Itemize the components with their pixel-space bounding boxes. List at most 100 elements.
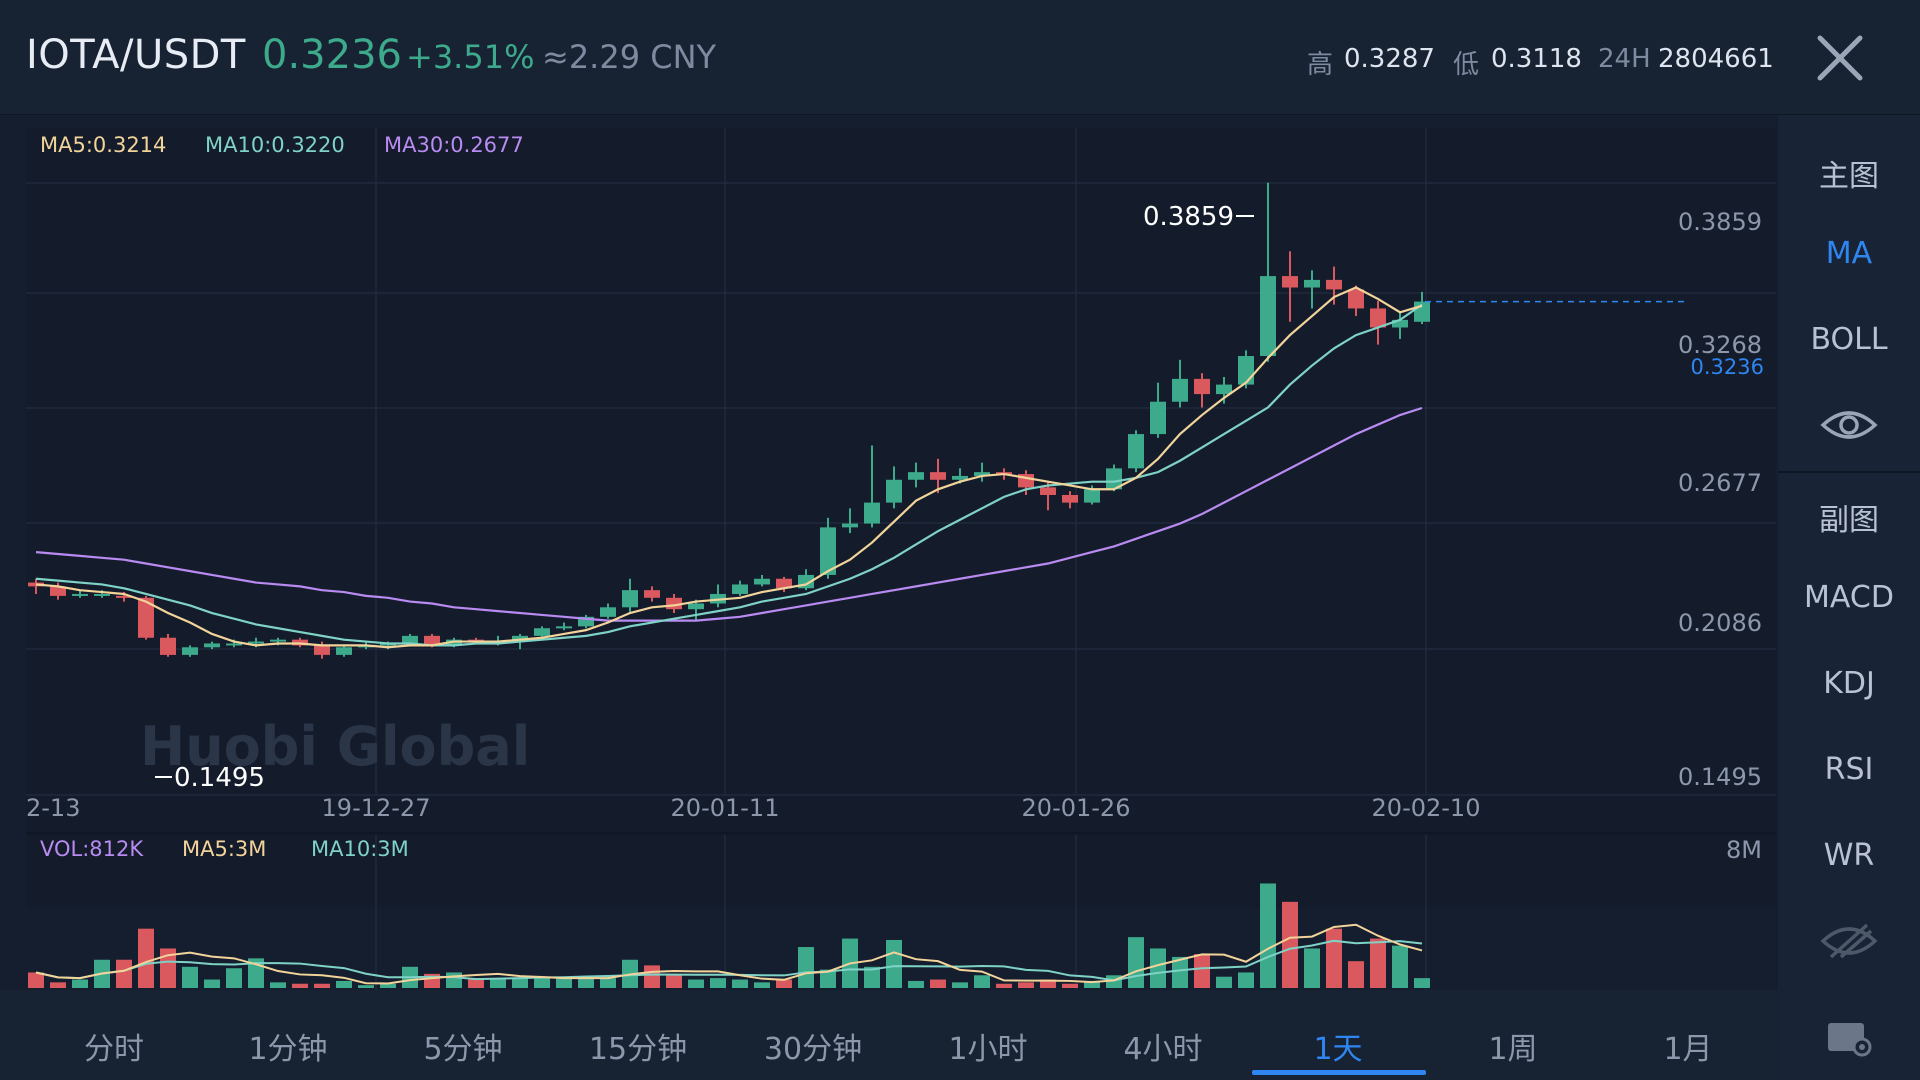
candle-body bbox=[1062, 494, 1078, 503]
close-button[interactable] bbox=[1810, 28, 1870, 88]
candle-body bbox=[1392, 319, 1408, 328]
kline-chart[interactable]: Huobi Global MA5:0.3214 MA10:0.3220 MA30… bbox=[0, 115, 1778, 990]
candle-body bbox=[28, 582, 44, 587]
volume-bar bbox=[292, 983, 308, 988]
candle-body bbox=[556, 626, 572, 629]
candle-body bbox=[930, 472, 946, 480]
ma5-line bbox=[35, 286, 1423, 649]
low-value: 0.3118 bbox=[1491, 44, 1582, 74]
volume-bar bbox=[160, 948, 176, 988]
candle-body bbox=[226, 643, 242, 646]
timeframe-tab[interactable]: 1月 bbox=[1663, 1032, 1713, 1067]
candle-body bbox=[666, 597, 682, 610]
candle-body bbox=[952, 475, 968, 480]
timeframe-tab[interactable]: 1小时 bbox=[948, 1032, 1028, 1067]
volume-bar bbox=[490, 978, 506, 988]
candle-body bbox=[270, 639, 286, 642]
candle-body bbox=[116, 595, 132, 598]
volume-bar bbox=[1172, 956, 1188, 988]
candle-body bbox=[974, 472, 990, 476]
sub-chart-label: 副图 bbox=[1819, 503, 1879, 538]
timeframe-tab[interactable]: 30分钟 bbox=[763, 1032, 863, 1067]
candle-body bbox=[732, 584, 748, 594]
volume-bar bbox=[270, 982, 286, 988]
ma-legend: MA5:0.3214 MA10:0.3220 MA30:0.2677 bbox=[40, 133, 524, 157]
timeframe-bar bbox=[0, 990, 1778, 1080]
vol-ma10-legend: MA10:3M bbox=[311, 837, 409, 861]
trading-pair[interactable]: IOTA/USDT bbox=[26, 32, 246, 78]
candle-body bbox=[402, 635, 418, 644]
last-price: 0.3236 bbox=[262, 32, 402, 78]
indicator-kdj[interactable]: KDJ bbox=[1823, 666, 1875, 701]
active-tab-indicator bbox=[1252, 1070, 1426, 1075]
volume-bar bbox=[886, 939, 902, 988]
volume-bar bbox=[1062, 983, 1078, 988]
date-axis: 2-13 19-12-27 20-01-11 20-01-26 20-02-10 bbox=[26, 794, 1480, 822]
volume-bar bbox=[578, 978, 594, 988]
indicator-wr[interactable]: WR bbox=[1823, 838, 1875, 873]
timeframe-tab[interactable]: 1周 bbox=[1488, 1032, 1538, 1067]
volume-bar bbox=[666, 973, 682, 988]
price-tick: 0.2086 bbox=[1678, 609, 1762, 637]
candle-body bbox=[864, 502, 880, 524]
chart-settings-button[interactable] bbox=[1778, 1013, 1920, 1065]
date-tick: 20-02-10 bbox=[1372, 794, 1481, 822]
volume-axis-max: 8M bbox=[1726, 836, 1762, 864]
candle-body bbox=[622, 590, 638, 608]
candle-body bbox=[50, 586, 66, 596]
volume-ma-lines bbox=[35, 923, 1423, 985]
candle-body bbox=[908, 472, 924, 480]
volume-bar bbox=[908, 980, 924, 988]
volume-bar bbox=[1150, 948, 1166, 988]
settings-icon bbox=[1828, 1023, 1872, 1057]
volume-bar bbox=[314, 983, 330, 988]
volume-bars bbox=[28, 883, 1430, 988]
volume-bar bbox=[732, 979, 748, 988]
date-tick: 20-01-26 bbox=[1022, 794, 1131, 822]
chart-area[interactable]: Huobi Global MA5:0.3214 MA10:0.3220 MA30… bbox=[0, 115, 1778, 990]
timeframe-tab[interactable]: 1分钟 bbox=[248, 1032, 328, 1067]
volume-bar bbox=[50, 982, 66, 988]
candle-body bbox=[182, 647, 198, 655]
min-price-marker: 0.1495 bbox=[155, 763, 265, 793]
volume-bar bbox=[600, 978, 616, 988]
price-tick: 0.3268 bbox=[1678, 331, 1762, 359]
volume-bar bbox=[1348, 961, 1364, 988]
ma10-legend: MA10:0.3220 bbox=[205, 133, 345, 157]
plot-background bbox=[26, 128, 1776, 908]
candle-body bbox=[1150, 401, 1166, 435]
candle-body bbox=[424, 635, 440, 646]
high-value: 0.3287 bbox=[1344, 44, 1435, 74]
candle-body bbox=[314, 645, 330, 655]
volume-bar bbox=[864, 966, 880, 988]
volume-bar bbox=[1128, 937, 1144, 988]
timeframe-tab-active[interactable]: 1天 bbox=[1313, 1032, 1363, 1067]
timeframe-tab[interactable]: 4小时 bbox=[1123, 1032, 1203, 1067]
timeframe-tab[interactable]: 15分钟 bbox=[588, 1032, 688, 1067]
toggle-main-visibility[interactable] bbox=[1778, 405, 1920, 453]
timeframe-tab[interactable]: 分时 bbox=[84, 1032, 144, 1067]
candle-body bbox=[1216, 384, 1232, 395]
volume-bar bbox=[754, 982, 770, 988]
indicator-boll[interactable]: BOLL bbox=[1810, 322, 1888, 357]
toggle-sub-visibility[interactable] bbox=[1778, 921, 1920, 969]
min-price-label: 0.1495 bbox=[174, 763, 265, 793]
high-label: 高 bbox=[1307, 50, 1334, 80]
timeframe-tab[interactable]: 5分钟 bbox=[423, 1032, 503, 1067]
eye-icon bbox=[1820, 411, 1878, 439]
volume-bar bbox=[1018, 982, 1034, 988]
volume-bar bbox=[1370, 938, 1386, 988]
volume-bar bbox=[28, 972, 44, 988]
max-price-label: 0.3859 bbox=[1143, 202, 1234, 232]
indicator-macd[interactable]: MACD bbox=[1804, 580, 1894, 615]
indicator-rsi[interactable]: RSI bbox=[1824, 752, 1874, 787]
volume-legend: VOL:812K MA5:3M MA10:3M 8M bbox=[40, 836, 1762, 864]
price-tick: 0.2677 bbox=[1678, 469, 1762, 497]
candle-body bbox=[1414, 301, 1430, 322]
indicator-ma[interactable]: MA bbox=[1825, 236, 1873, 271]
price-axis: 0.3859 0.3268 0.2677 0.2086 0.1495 bbox=[1678, 208, 1762, 791]
volume-bar bbox=[820, 969, 836, 988]
volume-24h-label: 24H bbox=[1598, 44, 1651, 74]
vol-legend: VOL:812K bbox=[40, 837, 144, 861]
candle-body bbox=[842, 523, 858, 528]
